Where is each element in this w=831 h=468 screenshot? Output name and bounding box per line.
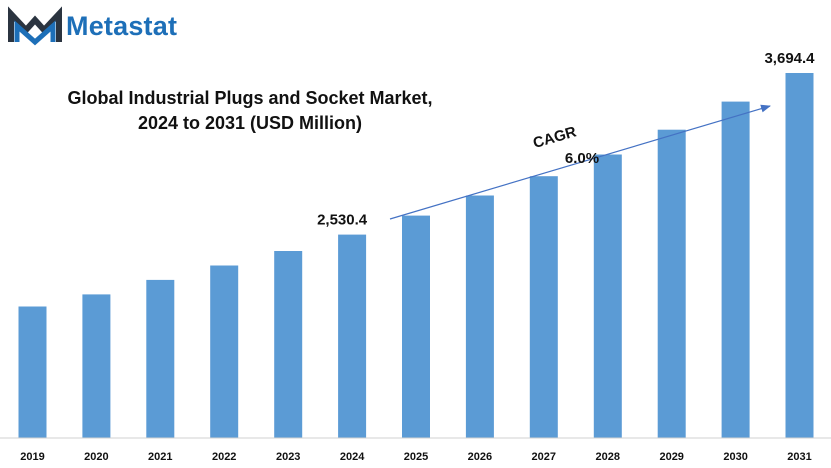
bar-2024 — [338, 234, 367, 438]
x-tick-label: 2023 — [276, 451, 300, 463]
x-tick-label: 2025 — [404, 451, 428, 463]
data-label-2024: 2,530.4 — [317, 212, 368, 229]
x-tick-label: 2027 — [532, 451, 556, 463]
x-tick-label: 2031 — [787, 451, 811, 463]
x-tick-label: 2026 — [468, 451, 492, 463]
bar-2022 — [210, 265, 239, 438]
data-label-2031: 3,694.4 — [764, 50, 815, 67]
brand-name: Metastat — [66, 10, 178, 41]
x-tick-label: 2028 — [596, 451, 620, 463]
chart-title-line-1: Global Industrial Plugs and Socket Marke… — [67, 88, 433, 108]
cagr-value: 6.0% — [565, 150, 599, 167]
brand-logo: Metastat — [8, 6, 177, 46]
bar-2021 — [146, 279, 175, 438]
x-tick-label: 2021 — [148, 451, 172, 463]
chart-title: Global Industrial Plugs and Socket Marke… — [40, 86, 460, 136]
x-tick-label: 2022 — [212, 451, 236, 463]
x-tick-label: 2029 — [659, 451, 683, 463]
chart-title-line-2: 2024 to 2031 (USD Million) — [137, 113, 363, 133]
bar-2025 — [402, 215, 430, 438]
metastat-logo-icon — [8, 6, 62, 46]
bar-2031 — [785, 73, 814, 438]
bar-2027 — [529, 176, 558, 438]
bar-2030 — [721, 101, 750, 438]
bar-2023 — [274, 251, 303, 438]
x-tick-label: 2030 — [723, 451, 747, 463]
x-tick-label: 2024 — [340, 451, 365, 463]
x-tick-label: 2019 — [20, 451, 44, 463]
x-tick-label: 2020 — [84, 451, 108, 463]
bar-2026 — [465, 195, 494, 438]
cagr-label: CAGR — [531, 123, 578, 152]
bar-2020 — [82, 294, 111, 438]
cagr-arrow — [389, 104, 771, 220]
bar-2019 — [18, 306, 47, 438]
bar-2029 — [657, 129, 686, 438]
bar-2028 — [593, 154, 622, 438]
